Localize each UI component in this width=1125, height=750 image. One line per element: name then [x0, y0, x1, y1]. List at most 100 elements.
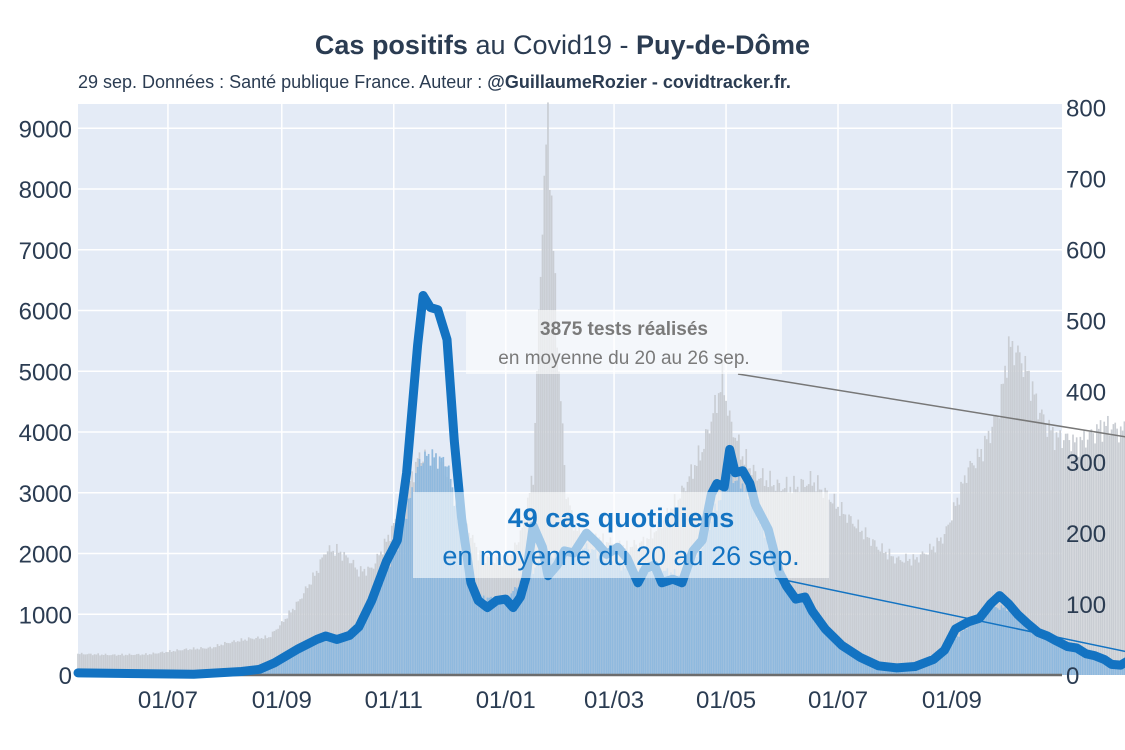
cases-bar — [824, 623, 827, 675]
tests-bar — [1039, 412, 1041, 675]
cases-bar — [780, 573, 782, 675]
cases-bar — [703, 544, 705, 675]
tests-bar — [1116, 428, 1118, 675]
cases-bar — [719, 500, 722, 675]
cases-bar — [506, 595, 509, 675]
cases-bar — [1048, 635, 1050, 675]
tests-bar — [1017, 345, 1019, 675]
tests-bar — [1053, 450, 1056, 675]
cases-bar — [662, 570, 665, 675]
cases-bar — [1018, 615, 1021, 675]
tests-bar — [246, 640, 248, 675]
cases-bar — [791, 593, 793, 675]
cases-bar — [295, 650, 298, 675]
cases-bar — [277, 662, 279, 675]
cases-bar — [822, 624, 825, 675]
tests-bar — [137, 653, 140, 675]
cases-bar — [528, 572, 531, 675]
tests-bar — [1079, 436, 1082, 675]
tests-bar — [1064, 433, 1067, 675]
tests-bar — [152, 652, 155, 675]
tests-bar — [279, 625, 281, 675]
cases-bar — [996, 608, 999, 675]
cases-bar — [626, 563, 628, 675]
tests-bar — [1051, 427, 1054, 675]
tests-bar — [545, 144, 547, 675]
cases-bar — [868, 658, 871, 675]
right-tick-label: 800 — [1066, 96, 1106, 123]
right-tick-label: 0 — [1066, 663, 1079, 690]
tests-bar — [168, 650, 171, 675]
tests-bar — [290, 612, 292, 675]
tests-bar — [919, 554, 922, 675]
cases-bar — [925, 660, 927, 675]
cases-bar — [956, 636, 959, 675]
tests-bar — [1044, 423, 1047, 675]
tests-bar — [978, 456, 981, 675]
tests-bar — [1107, 415, 1109, 675]
tests-bar — [337, 552, 340, 675]
tests-bar — [271, 631, 274, 675]
cases-bar — [686, 568, 689, 675]
tests-bar — [1088, 431, 1091, 675]
cases-bar — [473, 588, 476, 675]
cases-bar — [633, 565, 636, 675]
tests-bar — [124, 654, 127, 675]
tests-bar — [1033, 394, 1036, 675]
cases-bar — [290, 654, 292, 675]
tests-bar — [229, 643, 232, 675]
tests-bar — [945, 526, 948, 675]
tests-bar — [156, 653, 158, 675]
tests-bar — [187, 650, 189, 675]
cases-bar — [460, 550, 463, 675]
cases-bar — [310, 646, 312, 675]
tests-bar — [1015, 352, 1017, 675]
cases-bar — [339, 636, 342, 675]
tests-bar — [165, 651, 167, 675]
tests-bar — [1118, 442, 1120, 675]
title-part2: au Covid19 - — [467, 30, 637, 60]
x-tick-label: 01/01 — [476, 687, 536, 714]
cases-bar — [510, 593, 513, 675]
tests-bar — [550, 195, 553, 675]
cases-bar — [468, 578, 470, 675]
cases-bar — [1094, 655, 1096, 675]
tests-bar — [354, 567, 357, 675]
cases-bar — [945, 647, 948, 675]
tests-bar — [884, 551, 887, 675]
tests-bar — [93, 654, 96, 675]
tests-bar — [306, 588, 309, 675]
cases-bar — [1042, 632, 1045, 675]
cases-bar — [637, 571, 639, 675]
tests-bar — [1081, 440, 1084, 675]
tests-bar — [956, 497, 959, 675]
cases-bar — [752, 502, 755, 675]
cases-bar — [1017, 613, 1019, 675]
cases-bar — [870, 660, 872, 675]
tests-bar — [181, 650, 184, 675]
cases-bar — [1037, 631, 1039, 675]
tests-bar — [820, 489, 823, 675]
cases-bar — [646, 567, 648, 675]
tests-bar — [1031, 381, 1034, 675]
cases-bar — [587, 549, 590, 675]
cases-bar — [514, 587, 516, 675]
cases-bar — [640, 567, 643, 675]
tests-bar — [822, 497, 825, 675]
cases-bar — [330, 639, 333, 675]
cases-bar — [802, 601, 804, 675]
cases-bar — [794, 597, 797, 675]
cases-bar — [503, 598, 505, 675]
left-tick-label: 2000 — [19, 542, 72, 569]
tests-bar — [985, 439, 988, 675]
cases-bar — [820, 621, 823, 675]
tests-bar — [1094, 443, 1096, 675]
cases-bar — [1002, 607, 1005, 675]
left-tick-label: 0 — [59, 663, 72, 690]
cases-bar — [835, 637, 838, 675]
tests-bar — [242, 640, 245, 675]
cases-bar — [400, 528, 402, 675]
tests-bar — [928, 543, 931, 675]
tests-bar — [1000, 384, 1003, 675]
tests-bar — [895, 557, 898, 675]
